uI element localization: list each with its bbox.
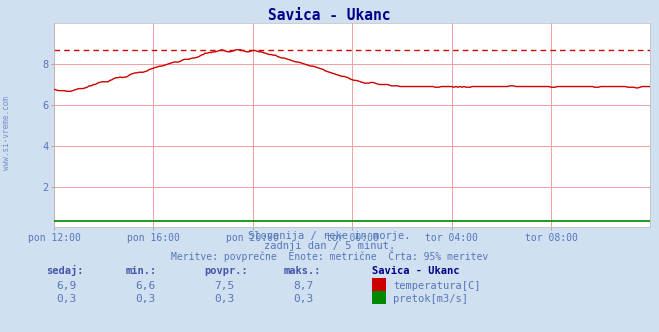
Text: 0,3: 0,3 [293, 294, 313, 304]
Text: Meritve: povprečne  Enote: metrične  Črta: 95% meritev: Meritve: povprečne Enote: metrične Črta:… [171, 250, 488, 262]
Text: Savica - Ukanc: Savica - Ukanc [372, 266, 460, 276]
Text: min.:: min.: [125, 266, 156, 276]
Text: Slovenija / reke in morje.: Slovenija / reke in morje. [248, 231, 411, 241]
Text: pretok[m3/s]: pretok[m3/s] [393, 294, 469, 304]
Text: 8,7: 8,7 [293, 281, 313, 291]
Text: 7,5: 7,5 [214, 281, 234, 291]
Text: temperatura[C]: temperatura[C] [393, 281, 481, 290]
Text: maks.:: maks.: [283, 266, 321, 276]
Text: 0,3: 0,3 [56, 294, 76, 304]
Text: 0,3: 0,3 [214, 294, 234, 304]
Text: 6,9: 6,9 [56, 281, 76, 291]
Text: 0,3: 0,3 [135, 294, 155, 304]
Text: Savica - Ukanc: Savica - Ukanc [268, 8, 391, 23]
Text: 6,6: 6,6 [135, 281, 155, 291]
Text: povpr.:: povpr.: [204, 266, 248, 276]
Text: zadnji dan / 5 minut.: zadnji dan / 5 minut. [264, 241, 395, 251]
Text: sedaj:: sedaj: [46, 265, 84, 276]
Text: www.si-vreme.com: www.si-vreme.com [2, 96, 11, 170]
